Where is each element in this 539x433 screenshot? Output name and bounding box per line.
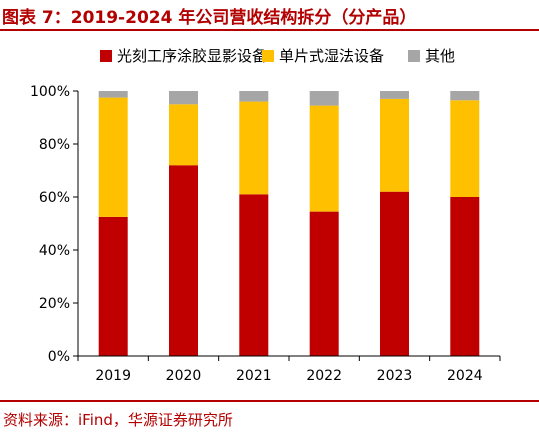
y-tick-label-80: 80% bbox=[39, 137, 70, 153]
axes: 0% 20% 40% 60% 80% 100% 2019 2020 2021 2022 2023 20… bbox=[30, 84, 501, 384]
title-bar: 图表 7：2019-2024 年公司营收结构拆分（分产品） bbox=[0, 0, 539, 31]
y-tick-label-60: 60% bbox=[39, 190, 70, 206]
y-tick-label-20: 20% bbox=[39, 296, 70, 312]
y-tick-label-100: 100% bbox=[30, 84, 70, 100]
bar-segment-2019-1 bbox=[98, 216, 128, 356]
bar-segment-2021-1 bbox=[239, 194, 269, 356]
bar-segment-2020-1 bbox=[169, 165, 198, 356]
legend-swatch-2 bbox=[262, 50, 274, 62]
bar-segment-2021-3 bbox=[239, 91, 269, 102]
bar-segment-2020-3 bbox=[169, 91, 198, 105]
bar-segment-2021-2 bbox=[239, 101, 269, 195]
bar-segment-2023-3 bbox=[380, 91, 409, 99]
x-tick-label-2024: 2024 bbox=[447, 368, 483, 384]
legend-swatch-3 bbox=[408, 50, 420, 62]
y-tick-label-0: 0% bbox=[48, 349, 70, 365]
x-tick-label-2020: 2020 bbox=[166, 368, 202, 384]
bar-segment-2023-2 bbox=[380, 98, 409, 192]
source-bar: 资料来源：iFind，华源证券研究所 bbox=[0, 400, 539, 433]
x-tick-label-2023: 2023 bbox=[377, 368, 413, 384]
legend-label-2: 单片式湿法设备 bbox=[279, 47, 384, 65]
bar-segment-2020-2 bbox=[169, 104, 198, 166]
x-tick-label-2021: 2021 bbox=[236, 368, 272, 384]
bar-segment-2022-2 bbox=[309, 105, 339, 212]
figure-title: 图表 7：2019-2024 年公司营收结构拆分（分产品） bbox=[2, 8, 417, 28]
bar-segment-2022-3 bbox=[309, 91, 339, 106]
bar-segment-2024-1 bbox=[450, 197, 480, 356]
bar-segment-2024-3 bbox=[450, 91, 480, 101]
legend-label-1: 光刻工序涂胶显影设备 bbox=[117, 47, 267, 65]
stacked-bar-chart: 光刻工序涂胶显影设备 单片式湿法设备 其他 0% 20% 40% 60% 80% 100% 20… bbox=[30, 47, 501, 384]
legend-label-3: 其他 bbox=[425, 47, 455, 65]
bars bbox=[98, 91, 480, 356]
bar-segment-2022-1 bbox=[309, 211, 339, 356]
bar-segment-2024-2 bbox=[450, 100, 480, 197]
source-note: 资料来源：iFind，华源证券研究所 bbox=[3, 411, 233, 429]
bar-segment-2019-3 bbox=[98, 91, 128, 98]
x-tick-label-2022: 2022 bbox=[306, 368, 342, 384]
y-tick-label-40: 40% bbox=[39, 243, 70, 259]
bar-segment-2019-2 bbox=[98, 97, 128, 217]
legend-swatch-1 bbox=[100, 50, 112, 62]
chart-legend: 光刻工序涂胶显影设备 单片式湿法设备 其他 bbox=[100, 47, 455, 65]
bar-segment-2023-1 bbox=[380, 191, 409, 356]
x-tick-label-2019: 2019 bbox=[95, 368, 131, 384]
